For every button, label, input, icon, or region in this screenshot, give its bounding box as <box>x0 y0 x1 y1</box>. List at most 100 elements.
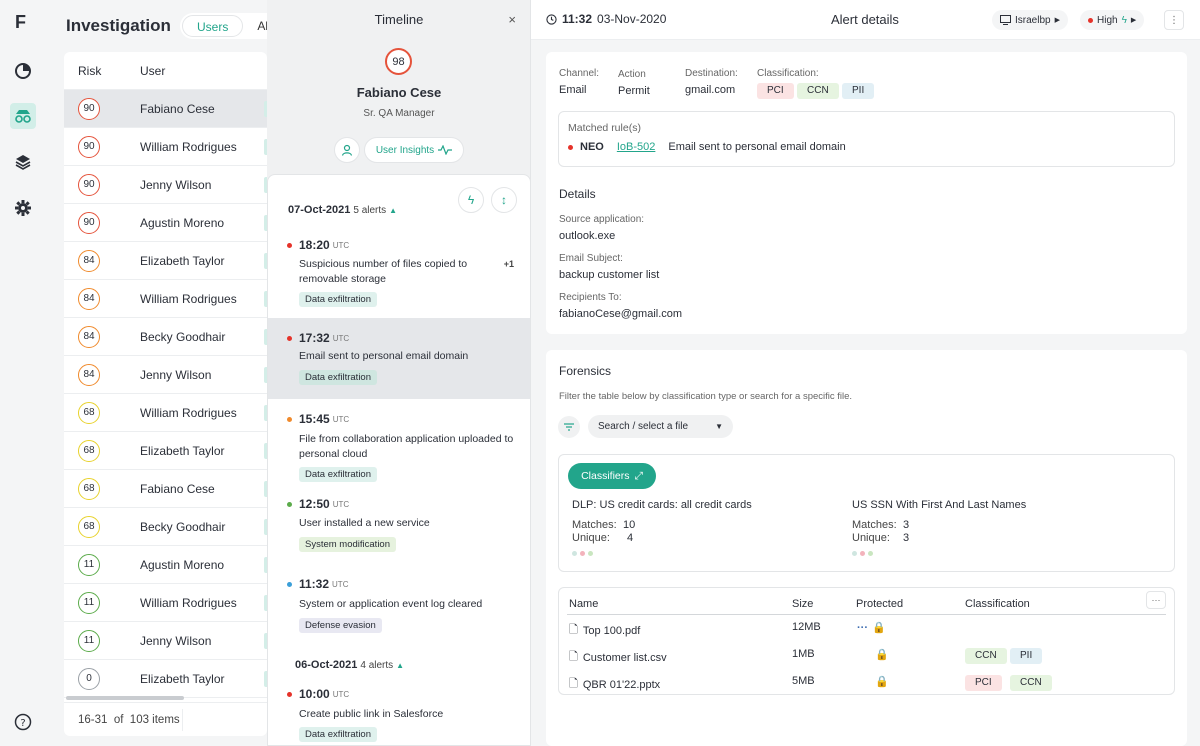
table-row[interactable]: 🗋 Top 100.pdf 12MB ··· 🔒 <box>559 621 1176 641</box>
size-column-header[interactable]: Size <box>792 598 814 610</box>
risk-score-badge: 90 <box>78 211 100 234</box>
expand-vertical-button[interactable]: ↕ <box>491 187 517 213</box>
recipients-label: Recipients To: <box>559 292 622 303</box>
classification-chip: PII <box>1010 648 1043 664</box>
tag-stub <box>264 100 267 117</box>
investigation-icon[interactable] <box>10 103 36 129</box>
table-row[interactable]: 68 William Rodrigues <box>64 394 267 432</box>
table-row[interactable]: 84 Elizabeth Taylor <box>64 242 267 280</box>
lightning-filter-button[interactable]: ϟ <box>458 187 484 213</box>
table-row[interactable]: 90 Jenny Wilson <box>64 166 267 204</box>
event-tag: Data exfiltration <box>299 467 378 482</box>
gear-icon[interactable] <box>12 197 34 219</box>
risk-score-badge: 68 <box>78 439 100 462</box>
classifier-dots <box>852 551 873 556</box>
event-tag: Data exfiltration <box>299 370 378 385</box>
tag-stub <box>264 556 267 573</box>
pie-chart-icon[interactable] <box>12 60 34 82</box>
user-insights-label: User Insights <box>375 144 435 156</box>
severity-dot <box>287 691 292 697</box>
timeline-event[interactable]: 15:45 UTC File from collaboration applica… <box>268 399 530 482</box>
rule-link[interactable]: IoB-502 <box>616 141 656 153</box>
table-row[interactable]: 11 William Rodrigues <box>64 584 267 622</box>
activity-icon <box>438 145 453 155</box>
file-icon: 🗋 <box>569 651 578 663</box>
matches-value: 3 <box>903 519 910 531</box>
user-insights-button[interactable]: User Insights <box>364 137 464 163</box>
risk-score-badge: 0 <box>78 667 100 690</box>
classifiers-box: Classifiers ⤢ DLP: US credit cards: all c… <box>558 454 1175 572</box>
table-row[interactable]: 68 Elizabeth Taylor <box>64 432 267 470</box>
table-row[interactable]: 84 Becky Goodhair <box>64 318 267 356</box>
alert-details-title: Alert details <box>831 12 899 27</box>
subject-label: Email Subject: <box>559 253 623 264</box>
timeline-event[interactable]: 11:32 UTC System or application event log… <box>268 561 530 641</box>
timeline-event[interactable]: 18:20 UTC Suspicious number of files copi… <box>268 230 530 318</box>
user-name: Fabiano Cese <box>356 85 442 100</box>
file-icon: 🗋 <box>569 678 578 690</box>
lightning-icon: ϟ <box>1121 14 1127 26</box>
user-name: Fabiano Cese <box>140 101 215 116</box>
risk-column-header[interactable]: Risk <box>78 63 102 78</box>
protected-column-header[interactable]: Protected <box>856 598 904 610</box>
logo[interactable]: F <box>15 12 26 32</box>
tag-stub <box>264 480 267 497</box>
timeline-event-selected[interactable]: 17:32 UTC Email sent to personal email do… <box>268 318 530 399</box>
source-app-value: outlook.exe <box>559 230 616 242</box>
table-row[interactable]: 90 William Rodrigues <box>64 128 267 166</box>
day-header[interactable]: 07-Oct-2021 5 alerts ▲ <box>288 204 398 216</box>
timeline-event[interactable]: 12:50 UTC User installed a new service Sy… <box>268 481 530 561</box>
severity-selector[interactable]: High ϟ ▶ <box>1080 10 1145 30</box>
clock-icon <box>546 13 557 25</box>
files-table: Name Size Protected Classification ··· 🗋… <box>558 587 1175 695</box>
layers-icon[interactable] <box>12 151 34 173</box>
table-row[interactable]: 84 William Rodrigues <box>64 280 267 318</box>
risk-score-badge: 68 <box>78 477 100 500</box>
table-row[interactable]: 🗋 QBR 01'22.pptx 5MB 🔒 PCI CCN <box>559 675 1176 695</box>
table-options-button[interactable]: ··· <box>1146 591 1166 609</box>
matched-rules-label: Matched rule(s) <box>568 122 641 134</box>
classifier-name: US SSN With First And Last Names <box>852 499 1027 511</box>
classifiers-button[interactable]: Classifiers ⤢ <box>568 463 656 489</box>
tag-stub <box>264 176 267 193</box>
tag-stub <box>264 214 267 231</box>
filter-button[interactable] <box>558 416 580 438</box>
risk-score-badge: 90 <box>78 135 100 158</box>
user-profile-button[interactable] <box>334 137 360 163</box>
table-row[interactable]: 🗋 Customer list.csv 1MB 🔒 CCN PII <box>559 648 1176 668</box>
name-column-header[interactable]: Name <box>569 598 599 610</box>
severity-dot <box>287 501 292 507</box>
tag-stub <box>264 366 267 383</box>
classifier-dots <box>572 551 593 556</box>
table-row[interactable]: 11 Agustin Moreno <box>64 546 267 584</box>
more-options-button[interactable]: ⋮ <box>1164 10 1184 30</box>
table-row[interactable]: 84 Jenny Wilson <box>64 356 267 394</box>
classification-column-header[interactable]: Classification <box>965 598 1030 610</box>
tag-stub <box>264 442 267 459</box>
tag-stub <box>264 594 267 611</box>
timeline-event[interactable]: 10:00 UTC Create public link in Salesforc… <box>268 675 530 745</box>
severity-dot <box>568 144 573 150</box>
table-row[interactable]: 90 Agustin Moreno <box>64 204 267 242</box>
page-of: of <box>113 713 124 726</box>
horizontal-scrollbar[interactable] <box>66 696 184 700</box>
classification-chip: CCN <box>1010 675 1052 691</box>
table-row[interactable]: 11 Jenny Wilson <box>64 622 267 660</box>
table-row[interactable]: 0 Elizabeth Taylor <box>64 660 267 698</box>
user-column-header[interactable]: User <box>140 63 166 78</box>
day-header[interactable]: 06-Oct-2021 4 alerts ▲ <box>295 659 405 671</box>
table-row[interactable]: 68 Fabiano Cese <box>64 470 267 508</box>
user-name: Elizabeth Taylor <box>140 671 225 686</box>
close-icon[interactable]: × <box>508 12 516 27</box>
user-name: Becky Goodhair <box>140 329 226 344</box>
tab-users[interactable]: Users <box>182 15 244 37</box>
user-name: Jenny Wilson <box>140 367 212 382</box>
page-total: 103 items <box>129 713 180 726</box>
file-search-select[interactable]: Search / select a file ▼ <box>588 415 733 438</box>
host-selector[interactable]: Israelbp ▶ <box>992 10 1068 30</box>
help-icon[interactable]: ? <box>12 711 34 733</box>
event-tag: Data exfiltration <box>299 292 378 307</box>
user-risk-score: 98 <box>385 48 412 75</box>
table-row[interactable]: 90 Fabiano Cese <box>64 90 267 128</box>
table-row[interactable]: 68 Becky Goodhair <box>64 508 267 546</box>
